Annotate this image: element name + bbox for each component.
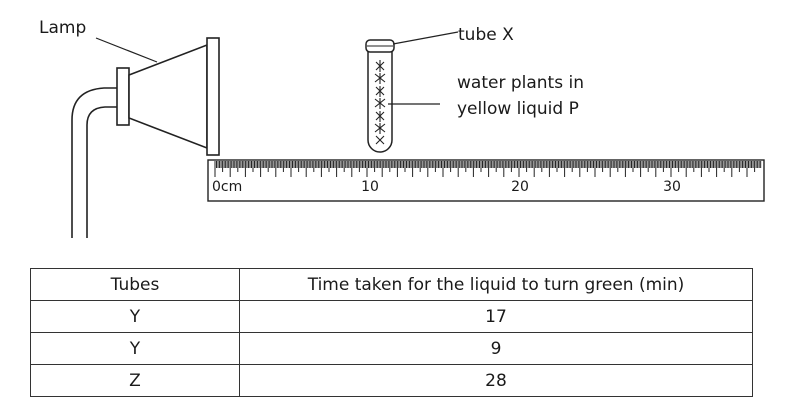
ruler-label-10: 10: [361, 179, 379, 195]
cell-time: 17: [239, 300, 753, 333]
test-tube-x: [365, 39, 395, 153]
ruler: 0cm 10 20 30: [207, 159, 765, 202]
table-header-row: Tubes Time taken for the liquid to turn …: [30, 268, 753, 301]
ruler-label-30: 30: [663, 179, 681, 195]
lamp-stand: [71, 87, 117, 238]
header-time: Time taken for the liquid to turn green …: [239, 268, 753, 301]
water-plants-icon: [374, 60, 386, 145]
table-row: Z 28: [30, 364, 753, 397]
tube-label: tube X: [458, 25, 514, 45]
cell-tube: Y: [30, 300, 240, 333]
lamp: [116, 37, 220, 156]
cell-tube: Y: [30, 332, 240, 365]
ruler-label-0: 0cm: [212, 179, 242, 195]
ruler-label-20: 20: [511, 179, 529, 195]
cell-time: 9: [239, 332, 753, 365]
plants-label-line2: yellow liquid P: [457, 99, 579, 119]
cell-tube: Z: [30, 364, 240, 397]
tube-leader-line: [392, 31, 459, 45]
lamp-label: Lamp: [39, 18, 86, 38]
ruler-ticks: [214, 161, 762, 177]
plants-label-line1: water plants in: [457, 73, 584, 93]
table-row: Y 9: [30, 332, 753, 365]
cell-time: 28: [239, 364, 753, 397]
table-row: Y 17: [30, 300, 753, 333]
results-table: Tubes Time taken for the liquid to turn …: [30, 268, 753, 397]
experiment-diagram: Lamp tube X water plants in yellow liqui…: [39, 18, 765, 238]
lamp-leader-line: [95, 37, 158, 63]
header-tubes: Tubes: [30, 268, 240, 301]
